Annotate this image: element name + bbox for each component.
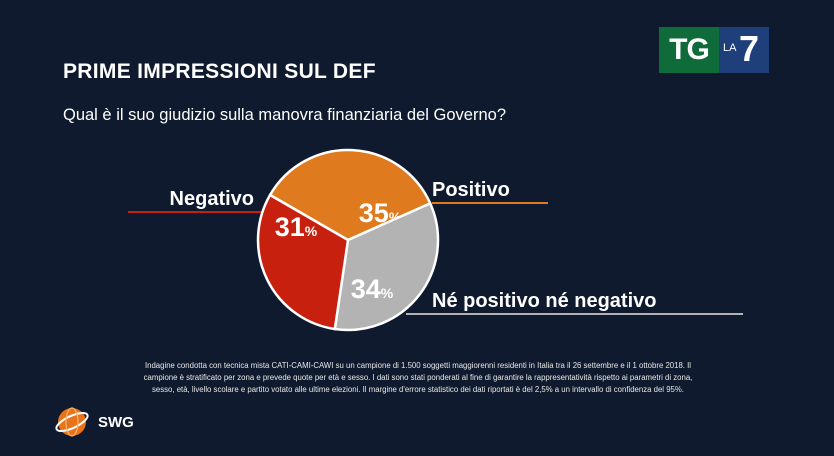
slice-label: Negativo <box>170 188 254 210</box>
data-label-value: 34 <box>351 274 381 304</box>
la-logo-text: LA <box>723 42 737 54</box>
slice-label: Né positivo né negativo <box>432 290 656 312</box>
swg-logo: SWG <box>52 404 162 440</box>
footnote-line: Indagine condotta con tecnica mista CATI… <box>144 361 692 370</box>
tg-la7-logo: TG LA 7 <box>659 27 769 73</box>
slice-label: Positivo <box>432 179 510 201</box>
data-label: 31% <box>275 212 318 242</box>
pie-slice <box>333 201 440 332</box>
pie-slice <box>256 193 350 331</box>
methodology-footnote: Indagine condotta con tecnica mista CATI… <box>63 360 773 396</box>
la7-logo-block: LA 7 <box>719 27 769 73</box>
footnote-line: sesso, età, livello scolare e partito vo… <box>152 385 684 394</box>
footnote-line: campione è stratificato per zona e preve… <box>143 373 693 382</box>
swg-globe-icon <box>55 407 89 437</box>
data-label: 34% <box>351 274 394 304</box>
survey-question: Qual è il suo giudizio sulla manovra fin… <box>63 106 506 124</box>
swg-brand-name: SWG <box>98 414 134 431</box>
data-label-unit: % <box>305 223 318 239</box>
seven-logo-text: 7 <box>739 28 760 69</box>
page-title: PRIME IMPRESSIONI SUL DEF <box>63 60 376 83</box>
tg-logo-text: TG <box>659 27 719 73</box>
data-label-value: 31 <box>275 212 305 242</box>
data-label-unit: % <box>381 285 394 301</box>
